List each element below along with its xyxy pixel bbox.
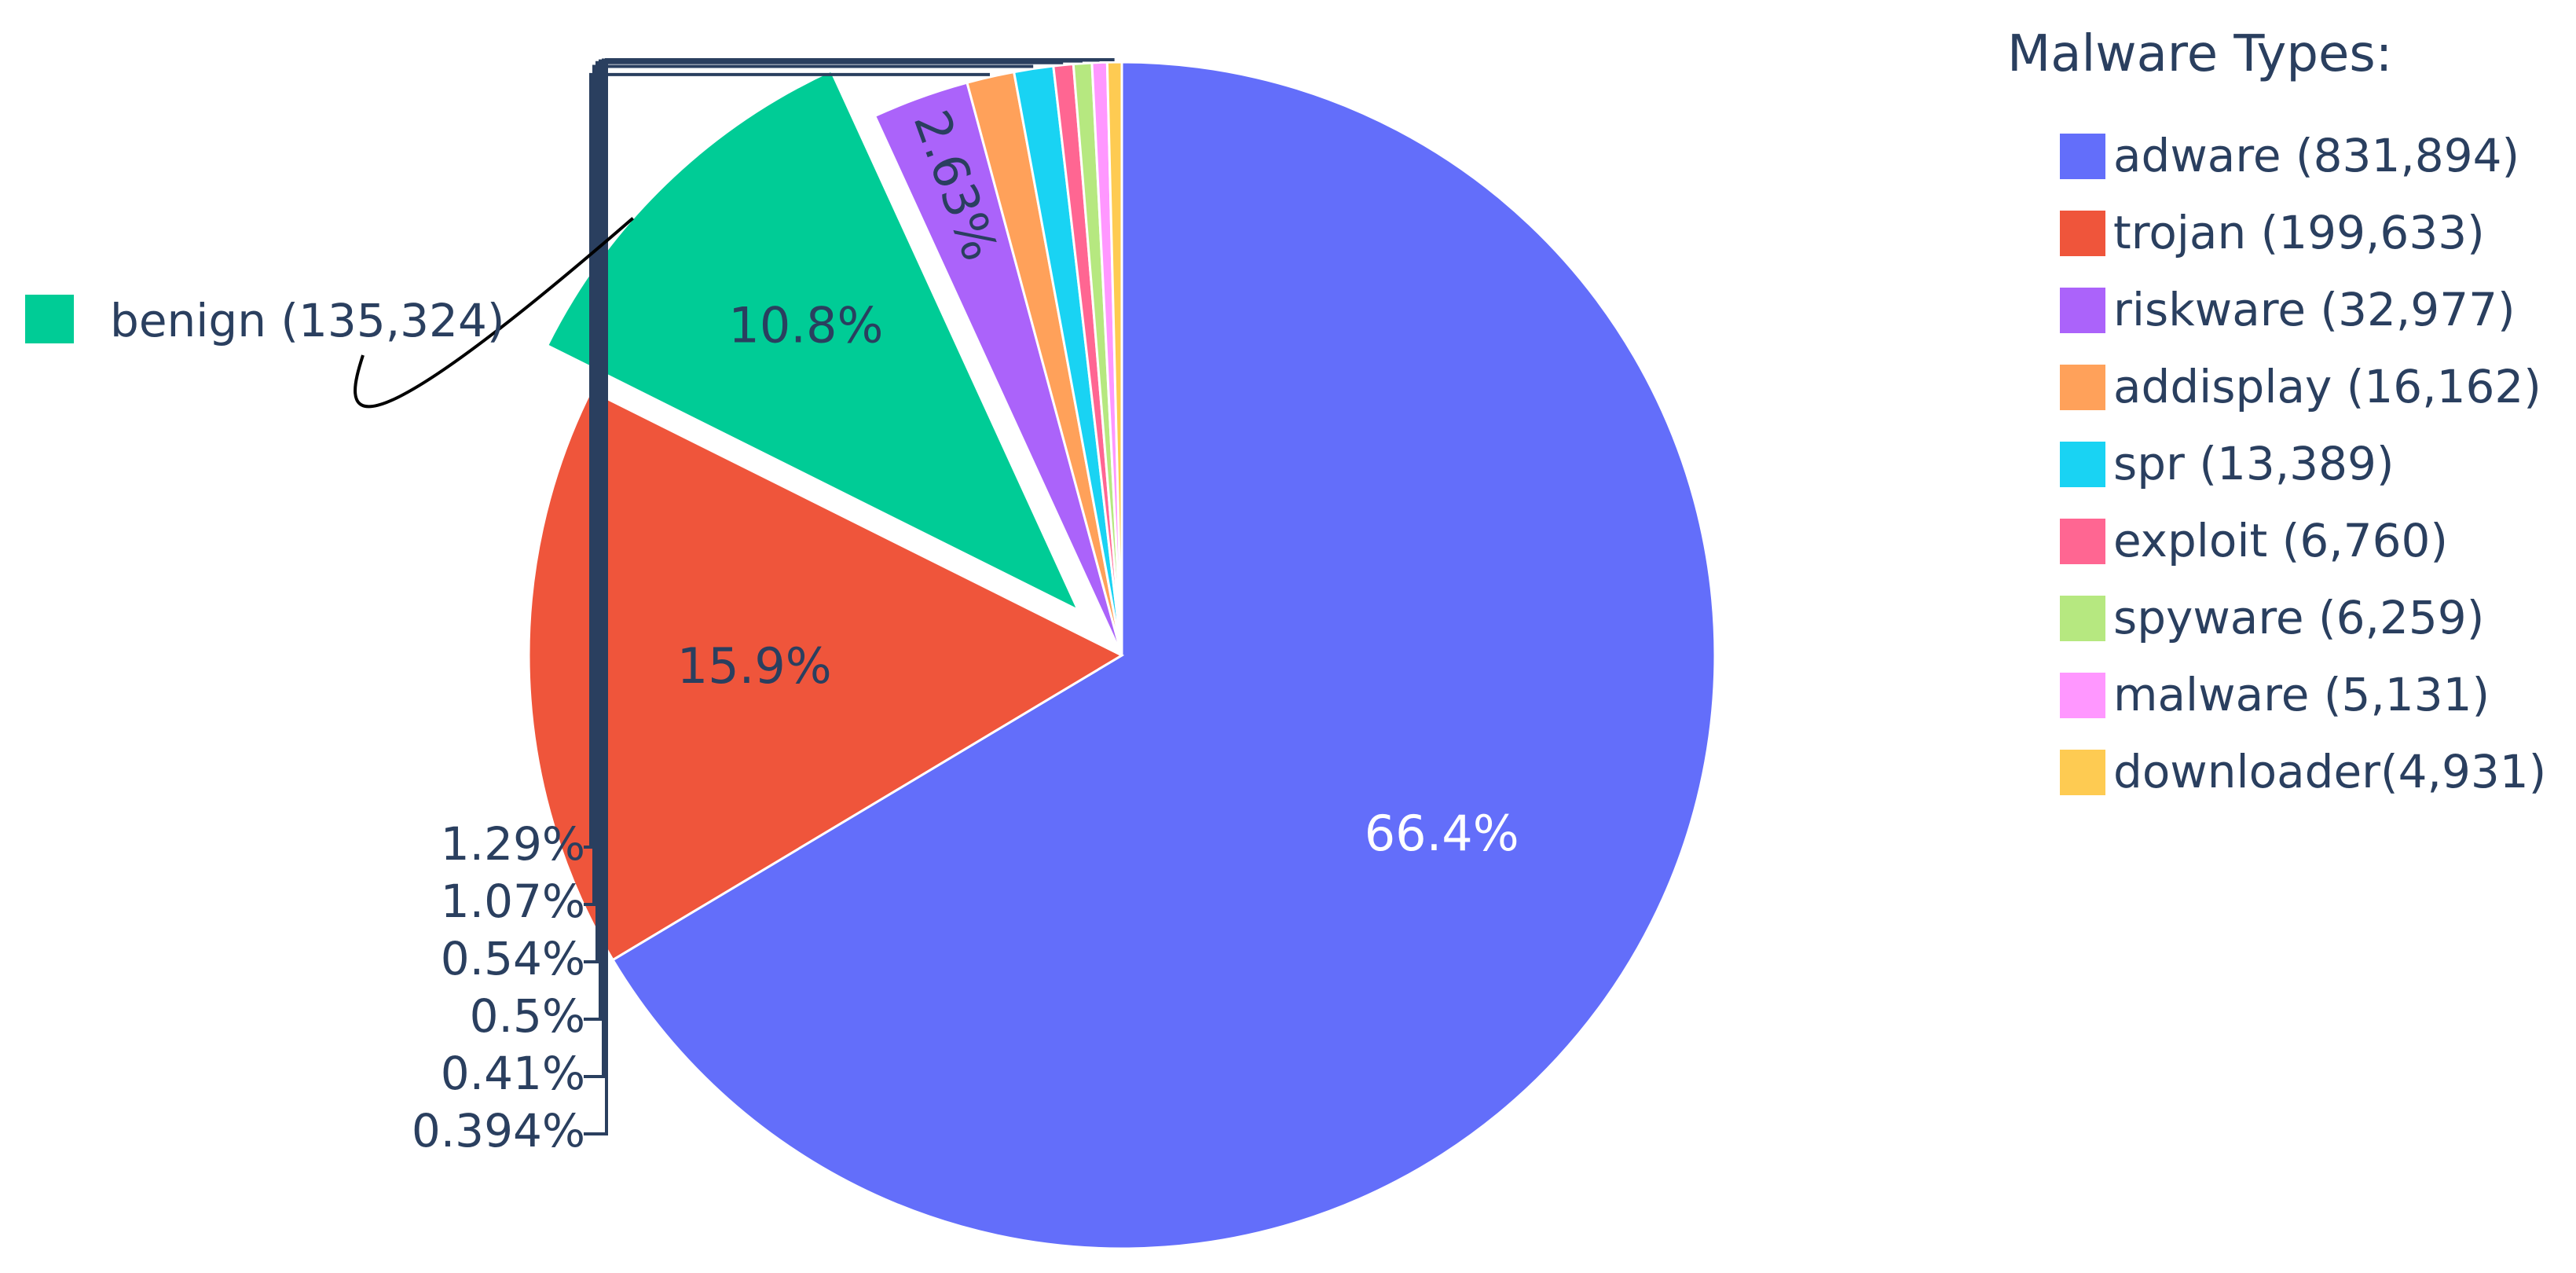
connector-exploit [584,61,1064,963]
legend-swatch-downloader [2060,750,2105,795]
connector-benign [354,217,635,409]
legend-label-benign: benign (135,324) [110,294,505,347]
legend-label-downloader: downloader(4,931) [2113,745,2546,798]
legend-title: Malware Types: [2007,25,2392,83]
legend-swatch-addisplay [2060,365,2105,410]
legend-label-spyware: spyware (6,259) [2113,591,2484,644]
pie-slice-benign [545,69,1081,613]
legend-swatch-spr [2060,442,2105,487]
slices-layer [527,61,1717,1250]
legend-label-addisplay: addisplay (16,162) [2113,360,2541,413]
legend-swatch-adware [2060,134,2105,179]
connector-spr [584,64,1034,906]
legend-label-malware: malware (5,131) [2113,668,2490,721]
connector-addisplay [584,72,990,849]
slice-label-spyware: 0.5% [470,989,585,1043]
slice-label-spr: 1.07% [441,875,585,928]
legend-swatch-trojan [2060,211,2105,256]
slice-label-benign: 10.8% [728,296,883,354]
pie-slice-downloader [1105,61,1123,656]
connectors-layer [354,58,1115,1135]
slice-label-malware: 0.41% [441,1047,585,1100]
slice-label-addisplay: 1.29% [441,817,585,871]
pie-slice-adware [611,61,1717,1250]
legend-swatch-exploit [2060,519,2105,564]
legend-swatch-malware [2060,673,2105,718]
slice-label-downloader: 0.394% [412,1104,585,1157]
slice-label-adware: 66.4% [1365,805,1519,862]
slice-label-trojan: 15.9% [677,637,832,695]
legend: Malware Types: adware (831,894) trojan (1… [25,25,2546,798]
legend-label-spr: spr (13,389) [2113,437,2395,490]
pie-slice-trojan [527,389,1125,962]
legend-label-riskware: riskware (32,977) [2113,283,2516,336]
legend-label-trojan: trojan (199,633) [2113,206,2485,259]
legend-swatch-benign [25,295,74,343]
slice-label-exploit: 0.54% [441,932,585,985]
connector-downloader [584,58,1115,1135]
legend-swatch-riskware [2060,288,2105,333]
legend-label-exploit: exploit (6,760) [2113,514,2448,567]
legend-label-adware: adware (831,894) [2113,129,2519,182]
legend-swatch-spyware [2060,596,2105,641]
